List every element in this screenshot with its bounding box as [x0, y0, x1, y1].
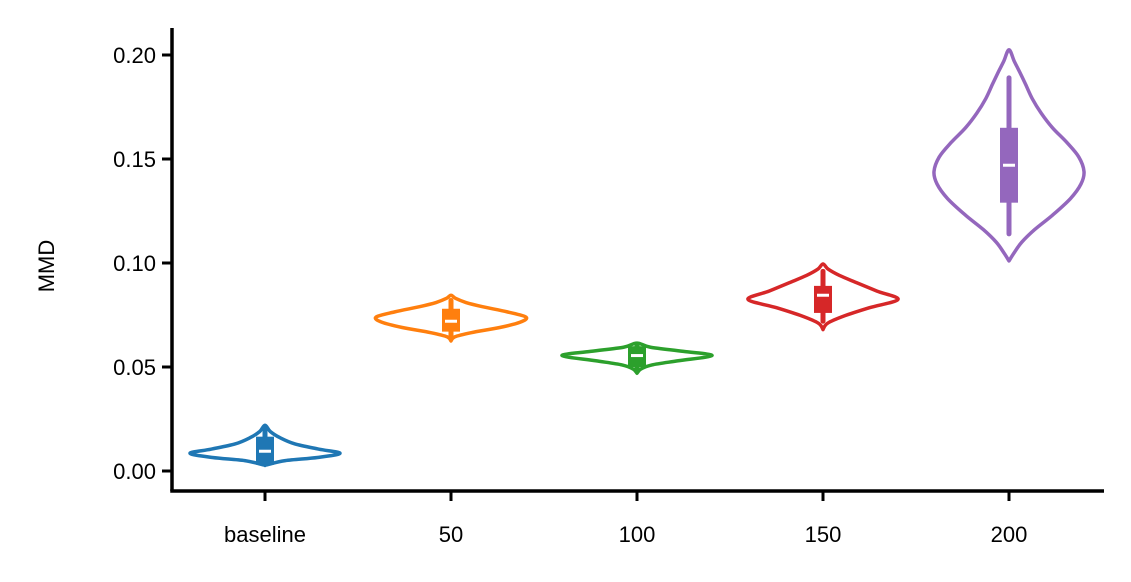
- violin-body: [188, 423, 342, 467]
- x-tick-label: 50: [439, 522, 463, 547]
- violin-body: [932, 48, 1086, 263]
- violin-body: [746, 262, 900, 332]
- y-axis-title: MMD: [34, 240, 59, 293]
- y-tick-label: 0.00: [113, 459, 156, 484]
- y-tick-label: 0.20: [113, 43, 156, 68]
- violin-body: [373, 293, 529, 343]
- y-tick-label: 0.15: [113, 147, 156, 172]
- x-ticks: baseline 50 100 150 200: [224, 491, 1027, 547]
- x-tick-label: 200: [991, 522, 1028, 547]
- violin-50: [373, 293, 529, 343]
- x-tick-label: baseline: [224, 522, 306, 547]
- x-tick-label: 150: [805, 522, 842, 547]
- violin-100: [560, 341, 714, 375]
- violin-150: [746, 262, 900, 332]
- violins-layer: [188, 48, 1086, 468]
- violin-iqr-box: [814, 285, 832, 313]
- violin-200: [932, 48, 1086, 263]
- y-tick-label: 0.05: [113, 355, 156, 380]
- x-tick-label: 100: [619, 522, 656, 547]
- violin-baseline: [188, 423, 342, 468]
- y-ticks: 0.00 0.05 0.10 0.15 0.20: [113, 43, 172, 484]
- y-tick-label: 0.10: [113, 251, 156, 276]
